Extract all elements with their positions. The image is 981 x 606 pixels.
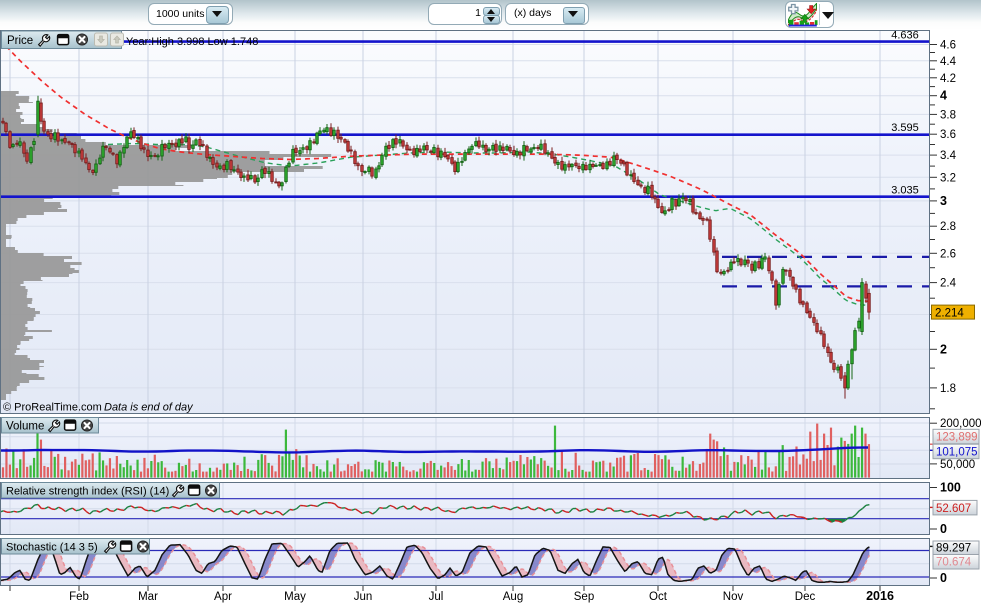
svg-text:4: 4	[940, 89, 947, 103]
svg-text:4.4: 4.4	[940, 56, 957, 68]
svg-text:3.8: 3.8	[940, 109, 956, 121]
svg-text:Aug: Aug	[503, 591, 523, 603]
svg-text:0: 0	[940, 571, 947, 585]
svg-text:© ProRealTime.com: © ProRealTime.com	[3, 402, 102, 414]
svg-text:2.214: 2.214	[935, 307, 964, 319]
svg-text:Apr: Apr	[214, 591, 232, 603]
svg-text:Stochastic (14 3 5): Stochastic (14 3 5)	[6, 542, 98, 554]
svg-text:3.2: 3.2	[940, 172, 956, 184]
svg-text:101,075: 101,075	[936, 447, 978, 459]
svg-text:123,899: 123,899	[936, 432, 978, 444]
svg-text:70.674: 70.674	[936, 557, 972, 569]
svg-text:Oct: Oct	[649, 591, 668, 603]
svg-text:0: 0	[940, 522, 947, 536]
svg-text:Mar: Mar	[138, 591, 158, 603]
svg-text:2.8: 2.8	[940, 221, 956, 233]
svg-text:200,000: 200,000	[940, 418, 981, 430]
svg-text:Relative strength index (RSI): Relative strength index (RSI) (14)	[6, 486, 169, 498]
svg-text:May: May	[284, 591, 306, 603]
svg-text:Jul: Jul	[429, 591, 444, 603]
svg-text:3.6: 3.6	[940, 129, 956, 141]
svg-text:Data is end of day: Data is end of day	[104, 402, 194, 414]
svg-text:2: 2	[940, 342, 947, 356]
svg-text:3.035: 3.035	[891, 185, 919, 197]
svg-text:3: 3	[940, 194, 947, 208]
svg-text:1.8: 1.8	[940, 383, 956, 395]
svg-text:2.4: 2.4	[940, 278, 957, 290]
svg-text:Price: Price	[7, 35, 33, 47]
svg-text:Jun: Jun	[354, 591, 373, 603]
svg-text:100: 100	[940, 481, 961, 495]
svg-text:Year:High 3.998 Low 1.748: Year:High 3.998 Low 1.748	[126, 36, 258, 48]
svg-text:3.4: 3.4	[940, 150, 957, 162]
svg-text:2016: 2016	[866, 589, 894, 603]
svg-text:89.297: 89.297	[936, 543, 971, 555]
svg-text:4.2: 4.2	[940, 73, 956, 85]
svg-text:Feb: Feb	[69, 591, 89, 603]
svg-text:Sep: Sep	[574, 591, 594, 603]
svg-text:Volume: Volume	[6, 421, 44, 433]
svg-text:2.6: 2.6	[940, 248, 956, 260]
svg-text:52.607: 52.607	[936, 503, 971, 515]
svg-text:4.636: 4.636	[891, 30, 919, 42]
svg-text:50,000: 50,000	[940, 459, 975, 471]
svg-text:3.595: 3.595	[891, 122, 919, 134]
svg-text:Dec: Dec	[795, 591, 816, 603]
svg-text:Nov: Nov	[723, 591, 744, 603]
svg-text:4.6: 4.6	[940, 40, 956, 52]
